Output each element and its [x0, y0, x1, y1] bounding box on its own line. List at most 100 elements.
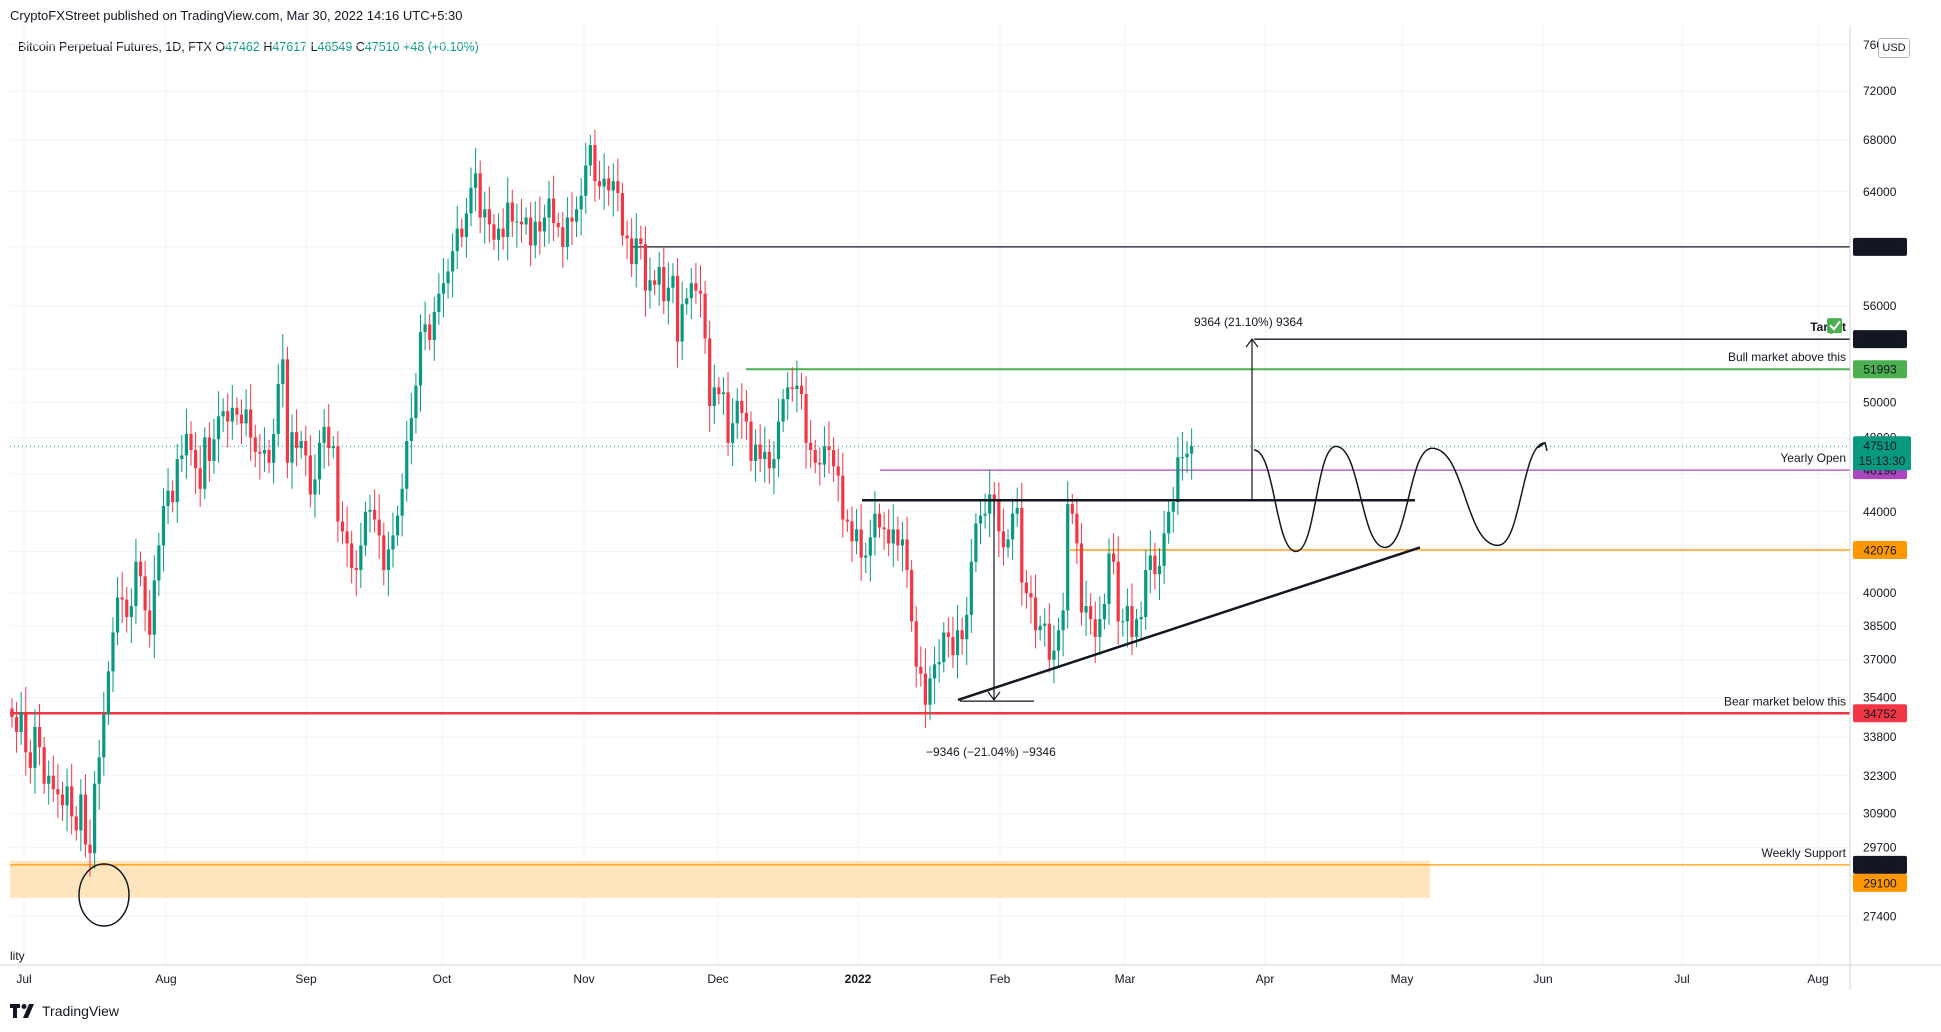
candle-body	[1093, 619, 1097, 637]
candle-body	[423, 324, 427, 333]
candle-body	[1020, 507, 1024, 583]
candle-body	[70, 786, 74, 817]
candle-body	[363, 511, 368, 546]
candle-body	[111, 632, 115, 672]
candle-body	[519, 221, 524, 225]
candle-body	[226, 411, 230, 422]
candle-body	[455, 228, 459, 252]
candle-body	[1061, 610, 1065, 631]
time-tick-label: Jun	[1533, 972, 1552, 986]
candle-body	[873, 513, 877, 538]
candle-body	[942, 632, 946, 663]
publish-info: published on TradingView.com, Mar 30, 20…	[103, 8, 463, 23]
currency-button[interactable]: USD	[1878, 38, 1910, 58]
candle-body	[317, 442, 322, 480]
candle-body	[1047, 623, 1051, 660]
time-tick-label: Nov	[573, 972, 594, 986]
candle-body	[607, 178, 611, 191]
candle-body	[198, 468, 202, 489]
price-tick-label: 64000	[1863, 185, 1897, 199]
level-label: Bear market below this	[1724, 694, 1846, 708]
time-tick-label: Sep	[295, 972, 317, 986]
candle-body	[1185, 453, 1189, 458]
candle-body	[524, 217, 528, 225]
author-name[interactable]: CryptoFXStreet	[10, 8, 100, 23]
candle-body	[469, 187, 473, 214]
projected-path	[1253, 442, 1546, 553]
candle-body	[1116, 561, 1120, 622]
candle-body	[891, 529, 895, 544]
time-tick-label: Oct	[433, 972, 452, 986]
candle-body	[579, 195, 583, 210]
candle-body	[1001, 531, 1006, 548]
candle-body	[487, 209, 491, 225]
candle-body	[336, 446, 340, 522]
candle-body	[910, 569, 914, 622]
candle-body	[1144, 569, 1148, 617]
candle-body	[65, 786, 69, 806]
candle-body	[1130, 606, 1134, 637]
candle-body	[1107, 553, 1111, 604]
candle-body	[409, 418, 413, 442]
candle-body	[538, 221, 542, 232]
candle-body	[267, 450, 271, 463]
candle-body	[552, 198, 556, 224]
candle-body	[290, 432, 294, 463]
candle-body	[93, 783, 97, 854]
price-tick-label: 32300	[1863, 769, 1897, 783]
candle-body	[1134, 619, 1139, 637]
price-tick-label: 35400	[1863, 691, 1897, 705]
candle-body	[625, 235, 629, 239]
candle-body	[203, 437, 207, 489]
candle-body	[721, 392, 726, 395]
candle-body	[400, 488, 404, 516]
candle-body	[327, 426, 331, 449]
level-badge	[1853, 855, 1907, 874]
candle-body	[368, 509, 372, 512]
candle-body	[171, 490, 175, 503]
check-icon	[1827, 318, 1842, 334]
candle-body	[731, 423, 735, 443]
candle-body	[864, 555, 868, 558]
candle-body	[129, 606, 133, 617]
candle-body	[744, 412, 748, 422]
candle-body	[997, 500, 1001, 532]
candle-body	[138, 561, 143, 577]
candle-body	[60, 794, 65, 806]
candle-body	[735, 400, 739, 424]
candle-body	[24, 712, 28, 753]
candle-body	[1167, 511, 1171, 534]
candle-body	[134, 561, 138, 607]
candle-body	[969, 561, 973, 615]
candle-body	[258, 451, 262, 454]
candle-body	[414, 385, 418, 419]
candle-body	[919, 666, 923, 674]
candle-body	[262, 450, 267, 454]
candle-body	[1153, 555, 1157, 575]
candle-body	[887, 529, 891, 544]
symbol-name[interactable]: Bitcoin Perpetual Futures, 1D, FTX	[18, 40, 212, 54]
candle-body	[965, 614, 969, 640]
candle-body	[194, 450, 198, 469]
time-tick-label: Aug	[1807, 972, 1828, 986]
candle-body	[1006, 539, 1010, 548]
candle-body	[896, 529, 900, 546]
indicator-legend-label: lity	[10, 949, 25, 963]
time-tick-label: Aug	[155, 972, 176, 986]
candle-body	[322, 426, 326, 443]
candle-body	[299, 441, 303, 449]
candle-body	[441, 283, 446, 294]
candle-body	[483, 209, 487, 218]
candle-body	[602, 178, 606, 187]
candle-body	[1112, 553, 1116, 562]
candle-body	[960, 630, 964, 640]
candle-body	[905, 539, 909, 570]
candle-body	[14, 717, 19, 732]
candle-body	[115, 597, 120, 633]
candle-body	[405, 441, 409, 489]
price-tick-label: 40000	[1863, 586, 1897, 600]
candle-body	[639, 238, 643, 245]
candle-body	[216, 416, 221, 440]
candle-body	[51, 775, 55, 790]
